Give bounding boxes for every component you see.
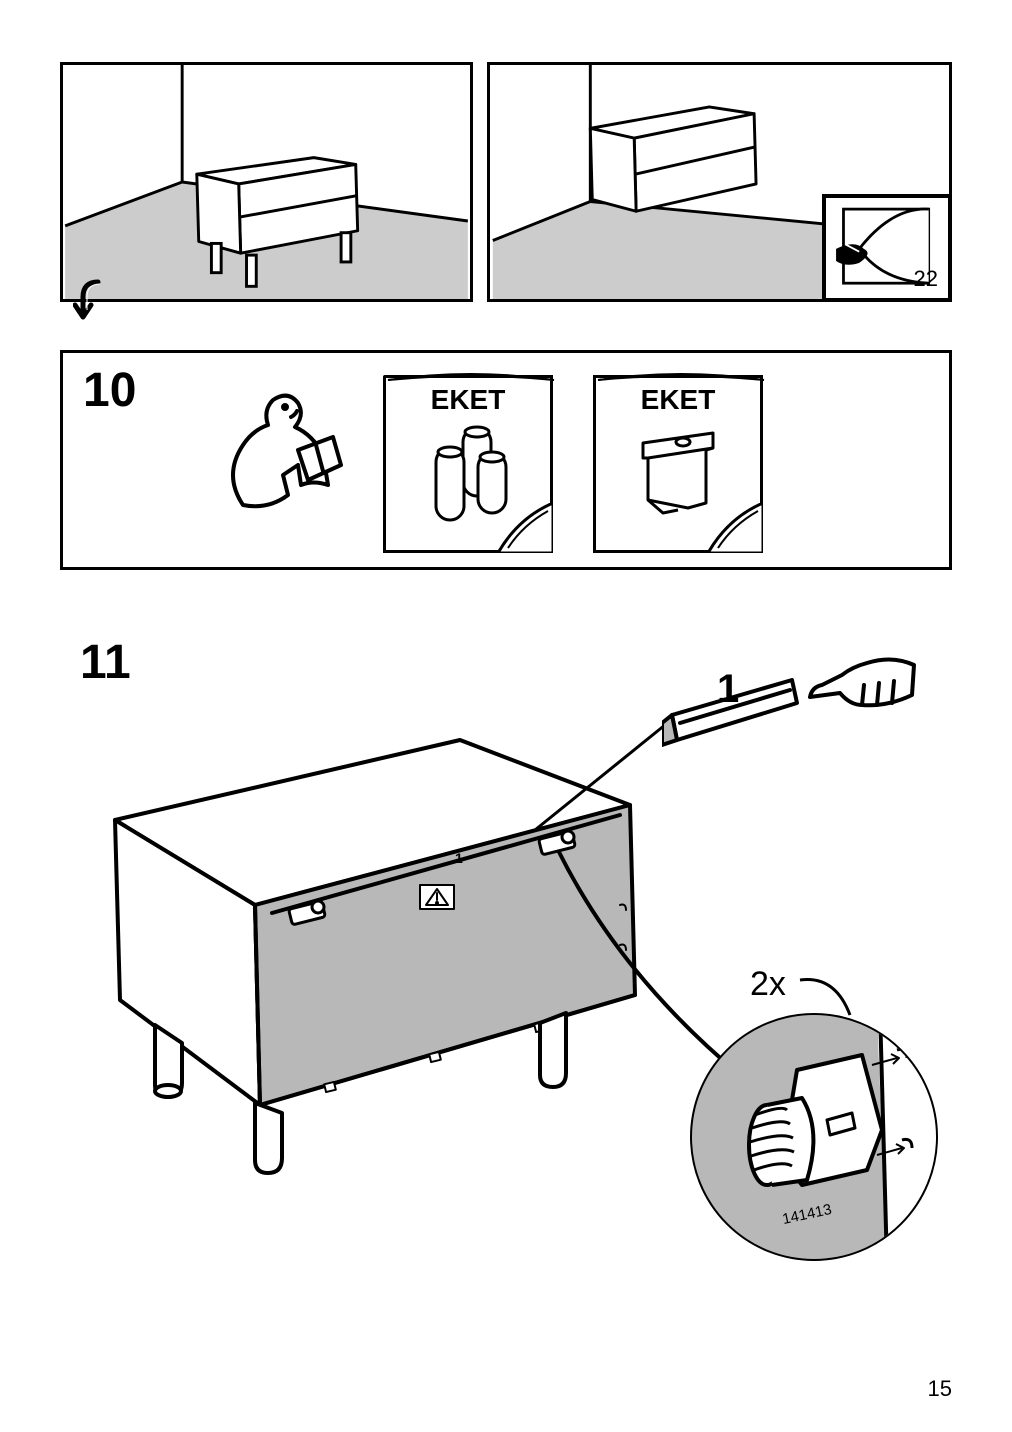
arrow-down-icon [73, 277, 123, 337]
illustration-floor-cabinet [63, 65, 470, 299]
instruction-page: 22 10 EKET [0, 0, 1012, 1432]
panel-floor-placement [60, 62, 473, 302]
booklet-eket-bracket: EKET [593, 375, 763, 553]
person-reading-icon [213, 375, 363, 515]
step-number-11: 11 [80, 635, 131, 690]
booklet-pages-top-icon [386, 370, 556, 382]
page-curl-icon [708, 503, 763, 553]
page-ref-number: 22 [914, 266, 938, 292]
svg-text:1: 1 [455, 850, 463, 866]
quantity-label: 2x [750, 965, 786, 1003]
booklet-pages-top-icon [596, 370, 766, 382]
page-reference-inset: 22 [822, 194, 952, 302]
panel-wall-placement: 22 [487, 62, 952, 302]
booklet-title: EKET [596, 378, 760, 418]
booklet-eket-legs: EKET [383, 375, 553, 553]
page-curl-icon [498, 503, 553, 553]
callout-number-1: 1 [717, 667, 739, 712]
step-number-10: 10 [83, 363, 136, 418]
detail-circle: 141413 [687, 1010, 942, 1265]
panel-step-10: 10 EKET [60, 350, 952, 570]
panel-step-11: 11 [60, 625, 952, 1245]
page-number: 15 [928, 1376, 952, 1402]
booklet-title: EKET [386, 378, 550, 418]
callout-marking-1: 1 [662, 645, 922, 755]
